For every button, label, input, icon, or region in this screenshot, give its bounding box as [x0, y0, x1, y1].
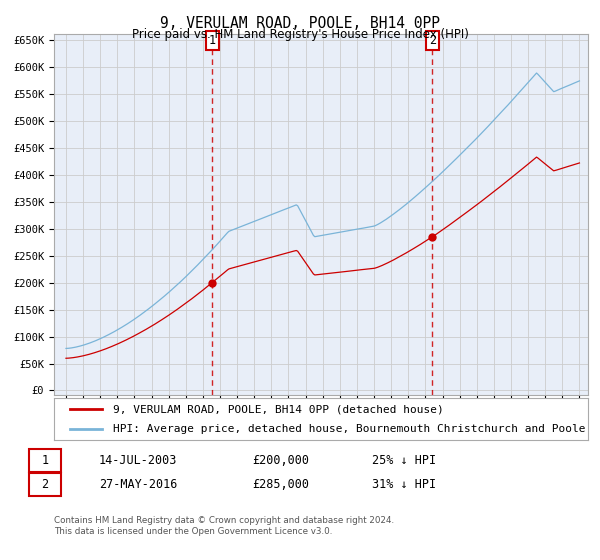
- Text: 31% ↓ HPI: 31% ↓ HPI: [372, 478, 436, 491]
- Text: 2: 2: [41, 478, 49, 491]
- Text: £200,000: £200,000: [252, 454, 309, 467]
- Text: 27-MAY-2016: 27-MAY-2016: [99, 478, 178, 491]
- Text: 14-JUL-2003: 14-JUL-2003: [99, 454, 178, 467]
- Text: Price paid vs. HM Land Registry's House Price Index (HPI): Price paid vs. HM Land Registry's House …: [131, 28, 469, 41]
- Text: 9, VERULAM ROAD, POOLE, BH14 0PP: 9, VERULAM ROAD, POOLE, BH14 0PP: [160, 16, 440, 31]
- Text: 2: 2: [429, 34, 436, 46]
- Text: £285,000: £285,000: [252, 478, 309, 491]
- Text: Contains HM Land Registry data © Crown copyright and database right 2024.
This d: Contains HM Land Registry data © Crown c…: [54, 516, 394, 536]
- Text: 9, VERULAM ROAD, POOLE, BH14 0PP (detached house): 9, VERULAM ROAD, POOLE, BH14 0PP (detach…: [113, 404, 443, 414]
- Text: 25% ↓ HPI: 25% ↓ HPI: [372, 454, 436, 467]
- Text: 1: 1: [209, 34, 216, 46]
- Text: 1: 1: [41, 454, 49, 467]
- Text: HPI: Average price, detached house, Bournemouth Christchurch and Poole: HPI: Average price, detached house, Bour…: [113, 424, 585, 434]
